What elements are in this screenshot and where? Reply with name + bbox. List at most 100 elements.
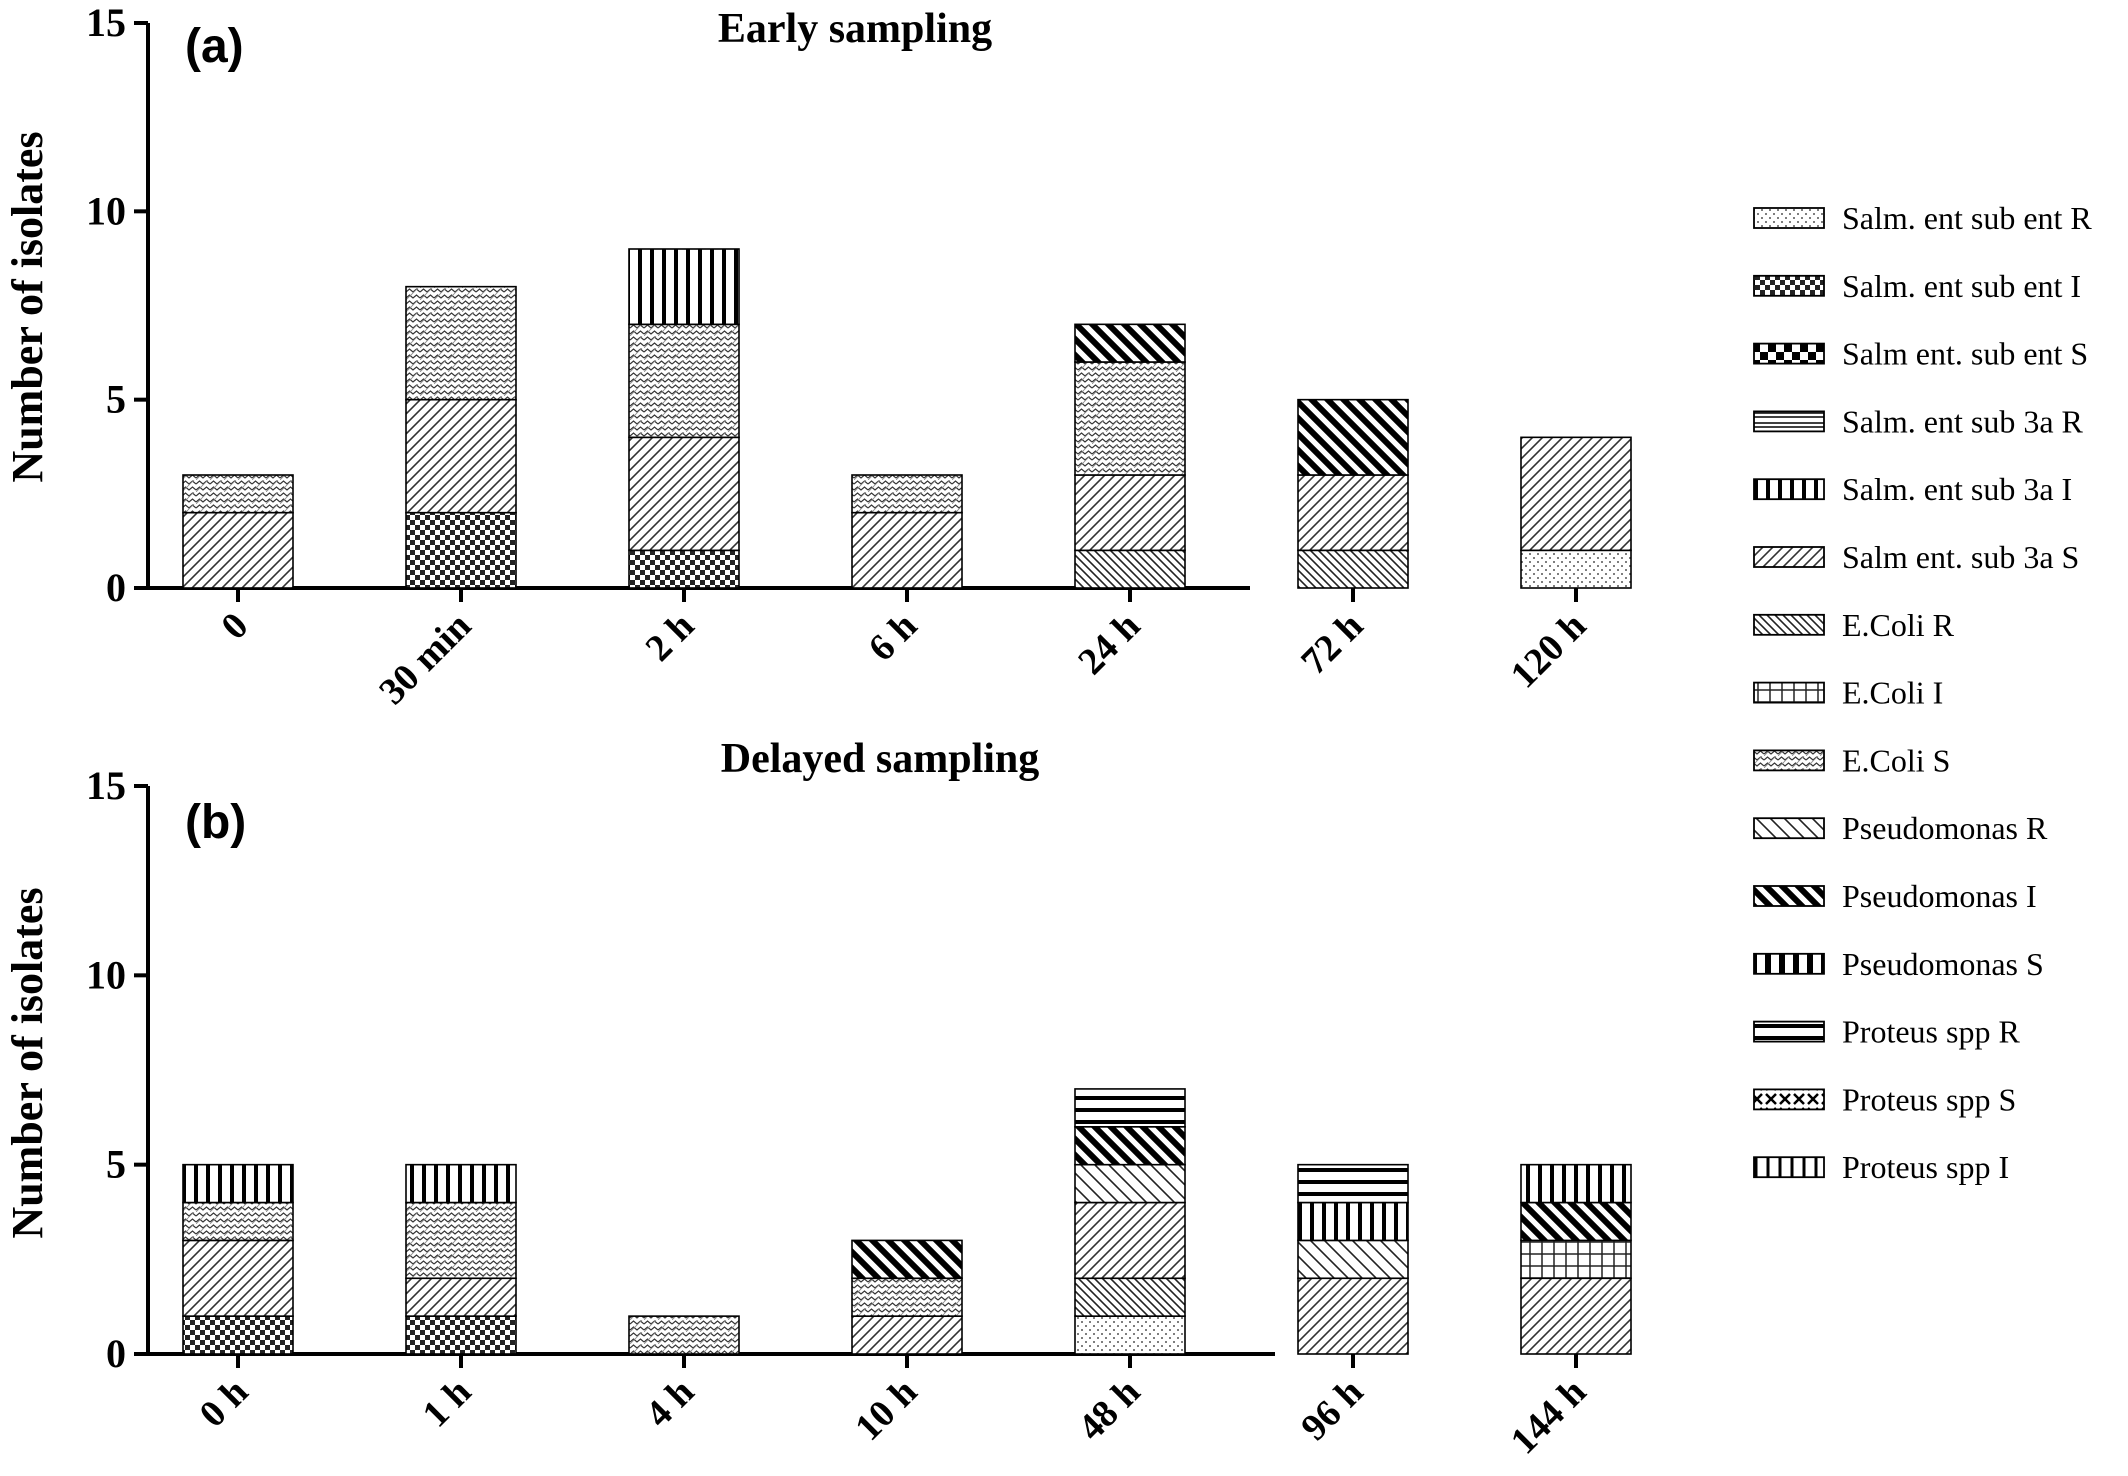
bar-segment-pseudomonas-i <box>1074 1126 1186 1166</box>
legend-item-e-coli-s: E.Coli S <box>1753 742 1950 778</box>
bar-segment-salm-ent-sub-3a-s <box>851 1315 963 1355</box>
x-tick-label: 48 h <box>1070 1371 1148 1449</box>
legend-label: E.Coli R <box>1842 607 1955 643</box>
legend-item-salm-ent-sub-3a-s: Salm ent. sub 3a S <box>1753 539 2079 575</box>
bar-segment-salm-ent-sub-ent-r <box>1074 1315 1186 1355</box>
legend-item-pseudomonas-r: Pseudomonas R <box>1753 810 2048 846</box>
bar-segment-salm-ent-sub-ent-i <box>628 549 740 589</box>
panel-label: (b) <box>185 796 246 849</box>
bar-segment-pseudomonas-r <box>1297 1239 1409 1280</box>
x-tick-label: 72 h <box>1293 605 1371 683</box>
y-tick-label: 15 <box>86 0 126 45</box>
bar-segment-e-coli-s <box>851 1277 963 1317</box>
x-tick-label: 2 h <box>638 605 703 670</box>
x-tick-label: 0 h <box>192 1371 257 1436</box>
bar-segment-e-coli-s <box>628 323 740 439</box>
panel-title: Early sampling <box>718 6 992 52</box>
x-tick-labels: 0 30 min 2 h 6 h 24 h 72 h 120 h <box>213 605 1594 713</box>
bar-segment-salm-ent-sub-ent-i <box>405 1315 517 1355</box>
legend-label: Salm. ent sub 3a R <box>1842 403 2084 439</box>
bar-segment-e-coli-r <box>1074 1277 1186 1317</box>
bar-segment-salm-ent-sub-3a-i <box>1520 1163 1632 1204</box>
legend-label: E.Coli S <box>1842 742 1950 778</box>
bar-segment-salm-ent-sub-ent-i <box>182 1315 294 1355</box>
legend-item-e-coli-i: E.Coli I <box>1753 675 1943 711</box>
bar-segment-salm-ent-sub-3a-s <box>1297 1277 1409 1355</box>
legend-label: Salm ent. sub ent S <box>1842 336 2088 372</box>
bar-segment-pseudomonas-i <box>851 1239 963 1280</box>
x-tick-label: 144 h <box>1503 1371 1595 1463</box>
y-tick-label: 10 <box>86 952 126 997</box>
y-axis-title: Number of isolates <box>3 887 52 1238</box>
x-tick-label: 10 h <box>847 1371 925 1449</box>
legend-label: Pseudomonas S <box>1842 946 2044 982</box>
bars <box>182 248 1632 589</box>
legend-item-pseudomonas-i: Pseudomonas I <box>1753 878 2037 914</box>
legend-label: Pseudomonas I <box>1842 878 2037 914</box>
x-tick-label: 96 h <box>1293 1371 1371 1449</box>
legend-item-salm-ent-sub-ent-r: Salm. ent sub ent R <box>1753 200 2092 236</box>
bar-segment-proteus-spp-r <box>1074 1088 1186 1128</box>
legend-label: Proteus spp R <box>1842 1014 2020 1050</box>
legend-swatch <box>1753 478 1825 501</box>
bar-segment-pseudomonas-r <box>1074 1163 1186 1204</box>
y-tick-label: 5 <box>106 377 126 422</box>
legend-label: Salm. ent sub ent I <box>1842 268 2081 304</box>
bar-segment-pseudomonas-i <box>1520 1201 1632 1242</box>
legend-swatch <box>1753 546 1825 568</box>
legend-item-salm-ent-sub-ent-i: Salm. ent sub ent I <box>1753 268 2081 304</box>
legend-label: Salm. ent sub ent R <box>1842 200 2092 236</box>
bar-segment-e-coli-s <box>182 1201 294 1242</box>
x-tick-label: 1 h <box>415 1371 480 1436</box>
bar-segment-salm-ent-sub-3a-s <box>1520 436 1632 552</box>
bar-segment-salm-ent-sub-3a-i <box>628 248 740 326</box>
y-tick-label: 0 <box>106 1331 126 1376</box>
legend: Salm. ent sub ent R Salm. ent sub ent I Sa… <box>1753 200 2092 1185</box>
bar-segment-pseudomonas-i <box>1074 323 1186 363</box>
bar-segment-salm-ent-sub-3a-s <box>1520 1277 1632 1355</box>
axes: 0 5 10 15 <box>86 0 1578 610</box>
bar-segment-salm-ent-sub-3a-s <box>182 511 294 589</box>
x-tick-label: 0 <box>213 605 256 648</box>
bar-segment-e-coli-r <box>1074 549 1186 589</box>
legend-swatch <box>1753 207 1825 229</box>
bar-segment-e-coli-i <box>1520 1239 1632 1280</box>
legend-swatch <box>1753 749 1825 772</box>
bar-segment-salm-ent-sub-3a-s <box>405 398 517 514</box>
legend-swatch <box>1753 1020 1825 1043</box>
bar-segment-salm-ent-sub-3a-i <box>1297 1201 1409 1242</box>
x-tick-label: 120 h <box>1503 605 1595 697</box>
legend-swatch <box>1753 274 1825 297</box>
y-tick-label: 10 <box>86 188 126 233</box>
legend-swatch <box>1753 952 1825 975</box>
legend-item-pseudomonas-s: Pseudomonas S <box>1753 946 2044 982</box>
legend-label: Salm. ent sub 3a I <box>1842 471 2072 507</box>
panel-early-sampling: (a) Early sampling Number of isolates 0 5… <box>3 0 1632 713</box>
bar-segment-e-coli-s <box>405 1201 517 1280</box>
x-tick-label: 4 h <box>638 1371 703 1436</box>
legend-item-salm-ent-sub-3a-r: Salm. ent sub 3a R <box>1753 403 2084 439</box>
legend-swatch <box>1753 342 1825 365</box>
legend-swatch <box>1753 885 1825 907</box>
bar-segment-salm-ent-sub-3a-s <box>851 511 963 589</box>
bar-segment-salm-ent-sub-3a-s <box>1074 474 1186 552</box>
bar-segment-e-coli-s <box>405 285 517 401</box>
bar-segment-e-coli-r <box>1297 549 1409 589</box>
bar-segment-proteus-spp-r <box>1297 1163 1409 1204</box>
legend-label: Salm ent. sub 3a S <box>1842 539 2079 575</box>
x-tick-label: 6 h <box>861 605 926 670</box>
legend-label: Pseudomonas R <box>1842 810 2048 846</box>
legend-item-e-coli-r: E.Coli R <box>1753 607 1955 643</box>
bar-segment-e-coli-s <box>1074 361 1186 476</box>
bar-segment-salm-ent-sub-ent-r <box>1520 549 1632 589</box>
y-tick-label: 5 <box>106 1142 126 1187</box>
panel-title: Delayed sampling <box>721 736 1040 782</box>
legend-label: Proteus spp I <box>1842 1149 2009 1185</box>
bar-segment-salm-ent-sub-3a-s <box>1074 1201 1186 1280</box>
legend-swatch <box>1753 410 1825 433</box>
legend-item-proteus-spp-r: Proteus spp R <box>1753 1014 2020 1050</box>
panel-label: (a) <box>185 20 244 73</box>
legend-item-proteus-spp-i: Proteus spp I <box>1753 1149 2009 1185</box>
bar-segment-salm-ent-sub-3a-s <box>405 1277 517 1317</box>
